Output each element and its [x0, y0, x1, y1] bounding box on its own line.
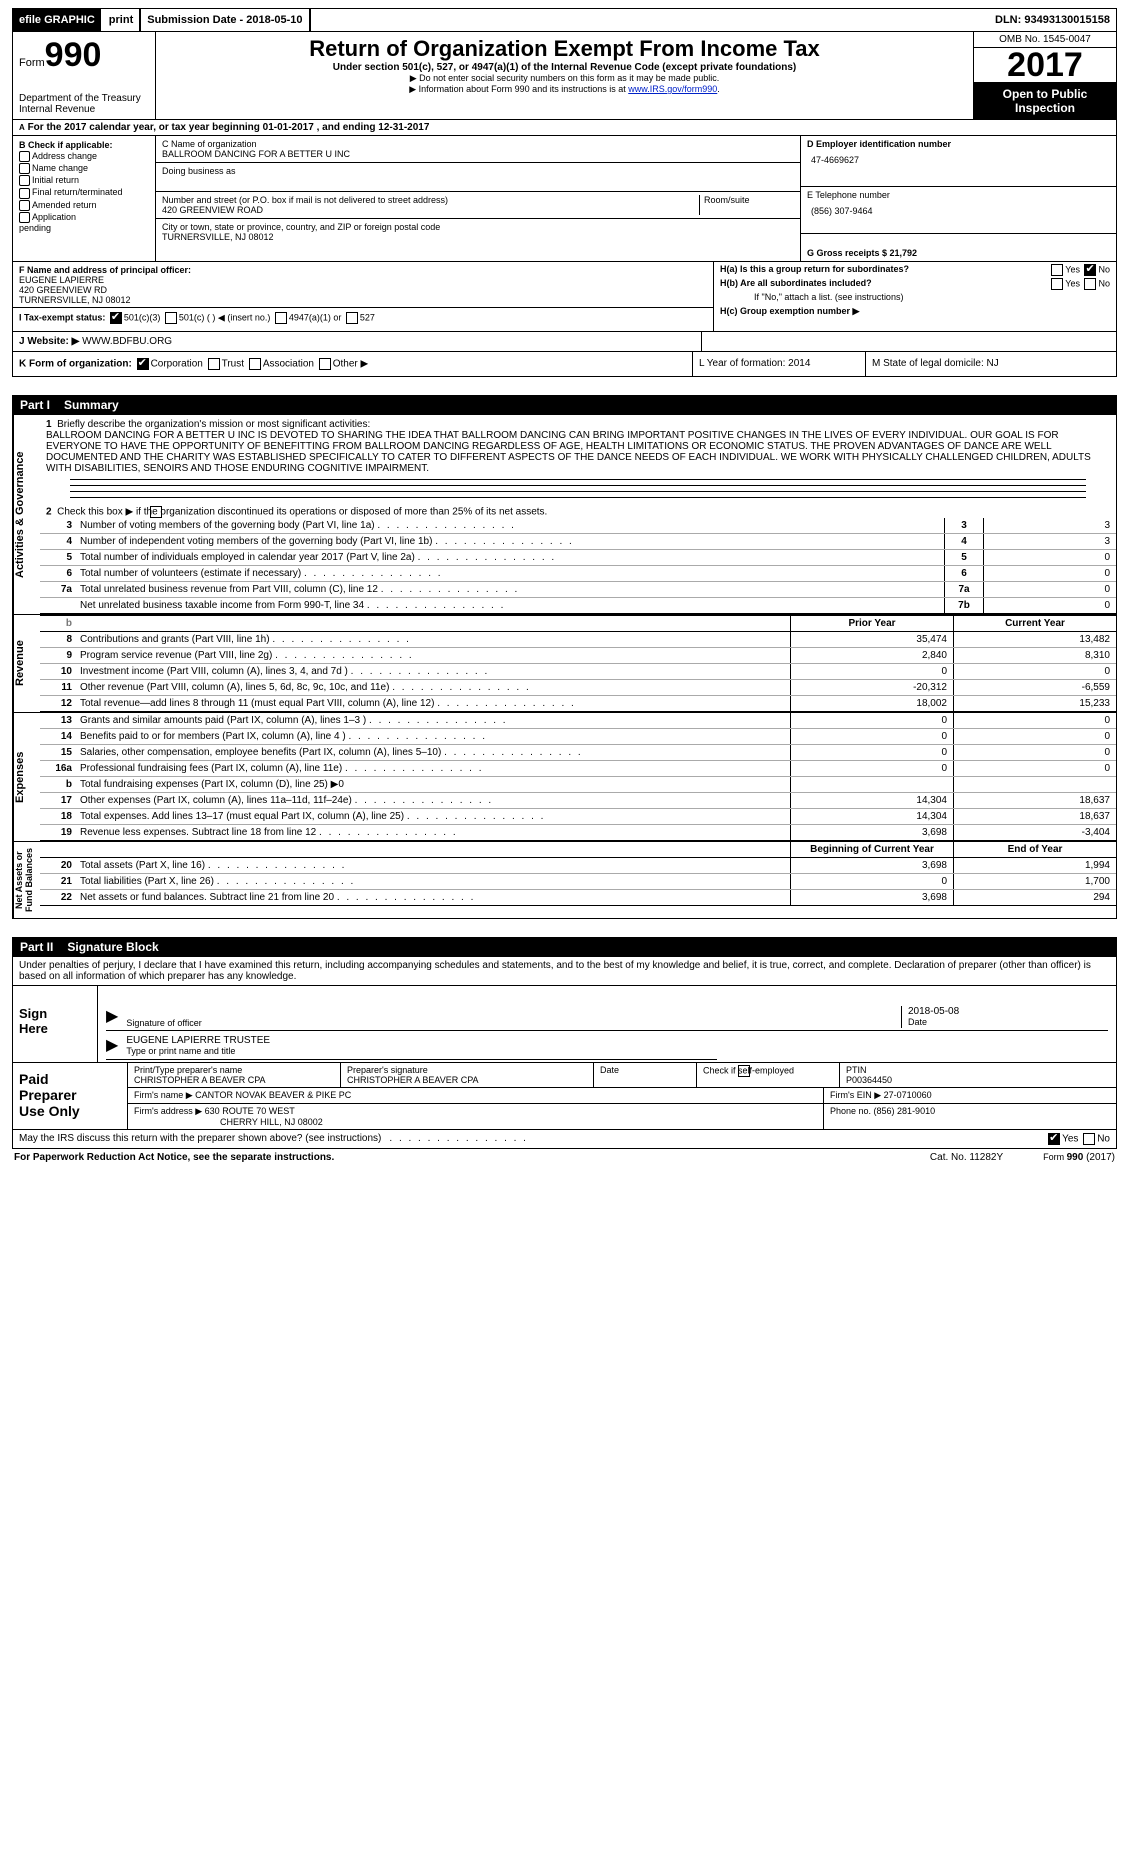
activities-governance: Activities & Governance 1 Briefly descri… — [12, 415, 1117, 615]
title-line3: ▶ Information about Form 990 and its ins… — [409, 84, 628, 94]
check-application[interactable] — [19, 212, 30, 223]
perjury: Under penalties of perjury, I declare th… — [12, 957, 1117, 986]
top-bar: efile GRAPHIC print Submission Date - 20… — [12, 8, 1117, 32]
efile-label: efile GRAPHIC — [13, 9, 103, 31]
revenue-block: Revenue b Prior Year Current Year 8Contr… — [12, 615, 1117, 713]
arrow-icon: ▶ — [106, 1035, 118, 1057]
year-formation: L Year of formation: 2014 — [693, 352, 866, 376]
check-amended[interactable] — [19, 200, 30, 211]
mission-text: BALLROOM DANCING FOR A BETTER U INC IS D… — [46, 430, 1091, 474]
check-address-change[interactable] — [19, 151, 30, 162]
paid-preparer: Paid Preparer Use Only Print/Type prepar… — [12, 1063, 1117, 1130]
tax-year: 2017 — [974, 48, 1116, 83]
block-bcd: B Check if applicable: Address change Na… — [12, 136, 1117, 262]
col-h: H(a) Is this a group return for subordin… — [714, 262, 1116, 331]
side-rev: Revenue — [13, 615, 40, 712]
col-d: D Employer identification number 47-4669… — [800, 136, 1116, 261]
org-street: 420 GREENVIEW ROAD — [162, 205, 699, 215]
row-k: K Form of organization: Corporation Trus… — [12, 352, 1117, 377]
gross-receipts: G Gross receipts $ 21,792 — [807, 248, 917, 258]
row-j: J Website: ▶ WWW.BDFBU.ORG — [12, 332, 1117, 352]
side-ag: Activities & Governance — [13, 415, 40, 614]
arrow-icon: ▶ — [106, 1006, 118, 1028]
check-discontinued[interactable] — [150, 506, 162, 518]
check-final-return[interactable] — [19, 188, 30, 199]
hb-yes[interactable] — [1051, 278, 1063, 290]
row-a: A For the 2017 calendar year, or tax yea… — [12, 120, 1117, 136]
check-corp[interactable] — [137, 358, 149, 370]
row-fh: F Name and address of principal officer:… — [12, 262, 1117, 332]
check-4947[interactable] — [275, 312, 287, 324]
org-city: TURNERSVILLE, NJ 08012 — [162, 232, 794, 242]
check-self-employed[interactable] — [738, 1065, 750, 1077]
check-501c[interactable] — [165, 312, 177, 324]
form-title: Return of Organization Exempt From Incom… — [164, 36, 965, 62]
sign-date: 2018-05-08 — [908, 1006, 959, 1017]
col-c: C Name of organization BALLROOM DANCING … — [156, 136, 800, 261]
ha-yes[interactable] — [1051, 264, 1063, 276]
open-inspection: Open to Public Inspection — [974, 83, 1116, 119]
check-assoc[interactable] — [249, 358, 261, 370]
c-name-box: C Name of organization BALLROOM DANCING … — [156, 136, 800, 163]
col-b: B Check if applicable: Address change Na… — [13, 136, 156, 261]
header-right: OMB No. 1545-0047 2017 Open to Public In… — [974, 32, 1116, 119]
check-name-change[interactable] — [19, 163, 30, 174]
form-990: 990 — [45, 36, 102, 74]
b-header: B Check if applicable: — [19, 140, 149, 150]
check-initial-return[interactable] — [19, 175, 30, 186]
side-exp: Expenses — [13, 713, 40, 841]
form-left: Form990 Department of the Treasury Inter… — [13, 32, 156, 119]
check-527[interactable] — [346, 312, 358, 324]
header-block: Form990 Department of the Treasury Inter… — [12, 32, 1117, 120]
print-label: print — [103, 9, 141, 31]
org-name: BALLROOM DANCING FOR A BETTER U INC — [162, 149, 794, 159]
sign-block: Sign Here ▶ Signature of officer 2018-05… — [12, 986, 1117, 1063]
side-net: Net Assets or Fund Balances — [13, 842, 40, 918]
col-f: F Name and address of principal officer:… — [13, 262, 714, 331]
net-assets-block: Net Assets or Fund Balances Beginning of… — [12, 842, 1117, 919]
irs-link[interactable]: www.IRS.gov/form990 — [628, 84, 717, 94]
expenses-block: Expenses 13Grants and similar amounts pa… — [12, 713, 1117, 842]
header-center: Return of Organization Exempt From Incom… — [156, 32, 974, 119]
website: WWW.BDFBU.ORG — [79, 336, 172, 347]
hb-no[interactable] — [1084, 278, 1096, 290]
submission-date: Submission Date - 2018-05-10 — [141, 9, 310, 31]
footer: For Paperwork Reduction Act Notice, see … — [12, 1149, 1117, 1166]
state-domicile: M State of legal domicile: NJ — [866, 352, 1116, 376]
check-501c3[interactable] — [110, 312, 122, 324]
check-trust[interactable] — [208, 358, 220, 370]
check-other[interactable] — [319, 358, 331, 370]
ein: 47-4669627 — [811, 155, 1110, 165]
discuss-yes[interactable] — [1048, 1133, 1060, 1145]
dln: DLN: 93493130015158 — [989, 14, 1116, 26]
discuss-row: May the IRS discuss this return with the… — [12, 1130, 1117, 1149]
phone: (856) 307-9464 — [811, 206, 1110, 216]
ha-no[interactable] — [1084, 264, 1096, 276]
part1-header: Part ISummary — [12, 395, 1117, 415]
form-word: Form — [19, 57, 45, 69]
discuss-no[interactable] — [1083, 1133, 1095, 1145]
title-line1: Under section 501(c), 527, or 4947(a)(1)… — [164, 62, 965, 73]
dept-treasury: Department of the Treasury Internal Reve… — [19, 93, 149, 115]
part2-header: Part IISignature Block — [12, 937, 1117, 957]
title-line2: ▶ Do not enter social security numbers o… — [164, 73, 965, 84]
